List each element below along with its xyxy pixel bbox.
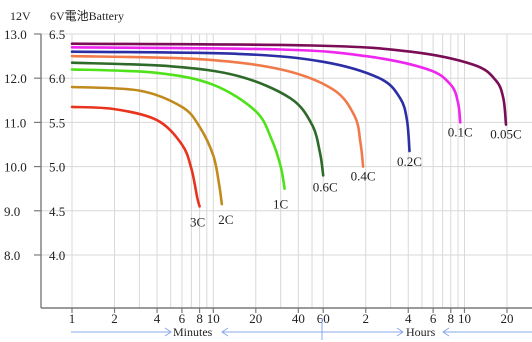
x-tick-label: 1 — [69, 311, 76, 326]
x-tick-label: 6 — [430, 311, 437, 326]
y-tick-label-6v: 6.5 — [49, 27, 65, 42]
hours-label: Hours — [406, 325, 436, 339]
y-tick-label-6v: 4.5 — [49, 204, 65, 219]
curve-2C — [70, 85, 224, 206]
y-tick-label-12v: 8.0 — [4, 248, 20, 263]
hours-arrow-right-head — [442, 327, 450, 337]
x-axis-ticks: 1 2 4 6 8 10 20 40 60 2 4 6 8 10 20 — [69, 308, 514, 326]
x-tick-label: 10 — [207, 311, 220, 326]
curve-0_4C — [70, 54, 365, 168]
y-tick-label-6v: 5.5 — [49, 115, 65, 130]
curve-label-1C: 1C — [273, 197, 288, 212]
minutes-arrow-left-head — [164, 327, 172, 337]
minutes-range-indicator: Minutes — [71, 325, 322, 339]
curve-0_1C — [70, 46, 462, 124]
curve-label-2C: 2C — [218, 212, 233, 227]
x-tick-label: 20 — [249, 311, 262, 326]
curve-label-0_1C: 0.1C — [448, 124, 473, 139]
x-tick-label: 4 — [405, 311, 412, 326]
curve-labels: 3C 2C 1C 0.6C 0.4C 0.2C 0.1C 0.05C — [190, 124, 522, 229]
curve-0_2C — [70, 50, 411, 153]
curve-label-0_2C: 0.2C — [397, 154, 422, 169]
curve-label-0_6C: 0.6C — [313, 179, 338, 194]
x-tick-label: 10 — [458, 311, 471, 326]
x-tick-label: 4 — [154, 311, 161, 326]
y-axis-6v-header: 6V電池Battery — [50, 9, 124, 23]
x-tick-label: 40 — [292, 311, 305, 326]
x-tick-label: 8 — [448, 311, 455, 326]
x-tick-label: 6 — [179, 311, 186, 326]
minutes-label: Minutes — [173, 325, 213, 339]
y-tick-label-12v: 10.0 — [4, 160, 27, 175]
y-axis-ticks: 13.0 6.5 12.0 6.0 11.0 5.5 10.0 5.0 9.0 4.5 8.0 4.0 — [4, 27, 65, 263]
y-tick-label-12v: 11.0 — [4, 115, 26, 130]
hours-range-indicator: Hours — [322, 325, 532, 339]
y-tick-label-12v: 9.0 — [4, 204, 20, 219]
curve-label-0_4C: 0.4C — [351, 169, 376, 184]
curve-label-0_05C: 0.05C — [490, 127, 521, 142]
x-tick-label: 20 — [501, 311, 514, 326]
x-tick-label: 2 — [362, 311, 369, 326]
y-axis-12v-header: 12V — [10, 9, 31, 23]
curve-3C — [70, 105, 201, 208]
x-tick-label: 8 — [196, 311, 203, 326]
curve-0_6C — [70, 61, 325, 177]
minutes-arrow-right-head — [221, 327, 229, 337]
grid — [41, 33, 532, 308]
curve-1C — [70, 68, 286, 190]
curve-0_05C — [70, 42, 508, 126]
y-tick-label-12v: 12.0 — [4, 71, 27, 86]
y-tick-label-6v: 5.0 — [49, 160, 65, 175]
curve-label-3C: 3C — [190, 214, 205, 229]
hours-arrow-left-head — [396, 327, 404, 337]
y-tick-label-6v: 6.0 — [49, 71, 65, 86]
x-tick-label: 60 — [317, 311, 330, 326]
x-tick-label: 2 — [111, 311, 118, 326]
axes — [40, 34, 532, 309]
discharge-curves — [70, 42, 508, 208]
y-tick-label-6v: 4.0 — [49, 248, 65, 263]
y-tick-label-12v: 13.0 — [4, 27, 27, 42]
